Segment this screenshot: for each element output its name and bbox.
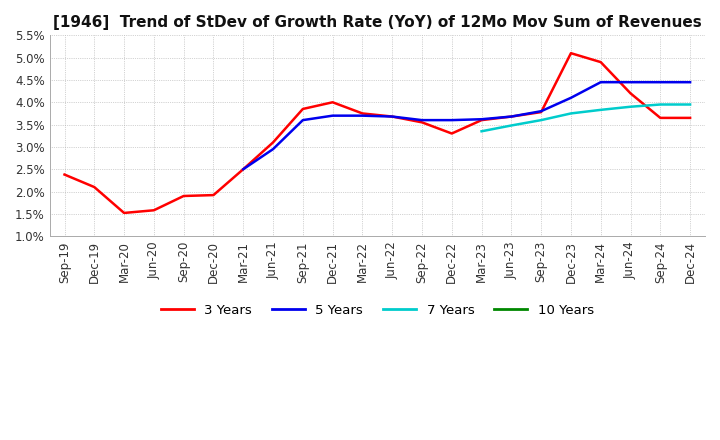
3 Years (388, 114, 397, 119)
5 Years (537, 109, 546, 114)
7 Years (596, 107, 605, 113)
5 Years (388, 114, 397, 119)
Line: 7 Years: 7 Years (482, 105, 690, 131)
5 Years (269, 147, 277, 152)
5 Years (685, 80, 694, 85)
3 Years (418, 120, 426, 125)
3 Years (209, 192, 217, 198)
3 Years (299, 106, 307, 112)
3 Years (567, 51, 575, 56)
Line: 3 Years: 3 Years (65, 53, 690, 213)
3 Years (626, 91, 635, 96)
3 Years (656, 115, 665, 121)
7 Years (685, 102, 694, 107)
Title: [1946]  Trend of StDev of Growth Rate (YoY) of 12Mo Mov Sum of Revenues: [1946] Trend of StDev of Growth Rate (Yo… (53, 15, 702, 30)
5 Years (299, 117, 307, 123)
3 Years (537, 110, 546, 115)
7 Years (656, 102, 665, 107)
3 Years (179, 193, 188, 198)
3 Years (358, 111, 366, 116)
3 Years (120, 210, 128, 216)
3 Years (239, 167, 248, 172)
7 Years (626, 104, 635, 110)
7 Years (537, 117, 546, 123)
5 Years (239, 167, 248, 172)
3 Years (269, 140, 277, 145)
7 Years (567, 111, 575, 116)
Line: 5 Years: 5 Years (243, 82, 690, 169)
3 Years (507, 114, 516, 119)
5 Years (656, 80, 665, 85)
3 Years (60, 172, 69, 177)
7 Years (507, 123, 516, 128)
Legend: 3 Years, 5 Years, 7 Years, 10 Years: 3 Years, 5 Years, 7 Years, 10 Years (156, 298, 599, 322)
3 Years (90, 184, 99, 190)
5 Years (626, 80, 635, 85)
7 Years (477, 128, 486, 134)
3 Years (596, 59, 605, 65)
5 Years (477, 117, 486, 122)
5 Years (418, 117, 426, 123)
3 Years (447, 131, 456, 136)
5 Years (567, 95, 575, 100)
3 Years (328, 99, 337, 105)
5 Years (507, 114, 516, 119)
3 Years (150, 208, 158, 213)
5 Years (596, 80, 605, 85)
3 Years (685, 115, 694, 121)
5 Years (447, 117, 456, 123)
3 Years (477, 117, 486, 123)
5 Years (328, 113, 337, 118)
5 Years (358, 113, 366, 118)
